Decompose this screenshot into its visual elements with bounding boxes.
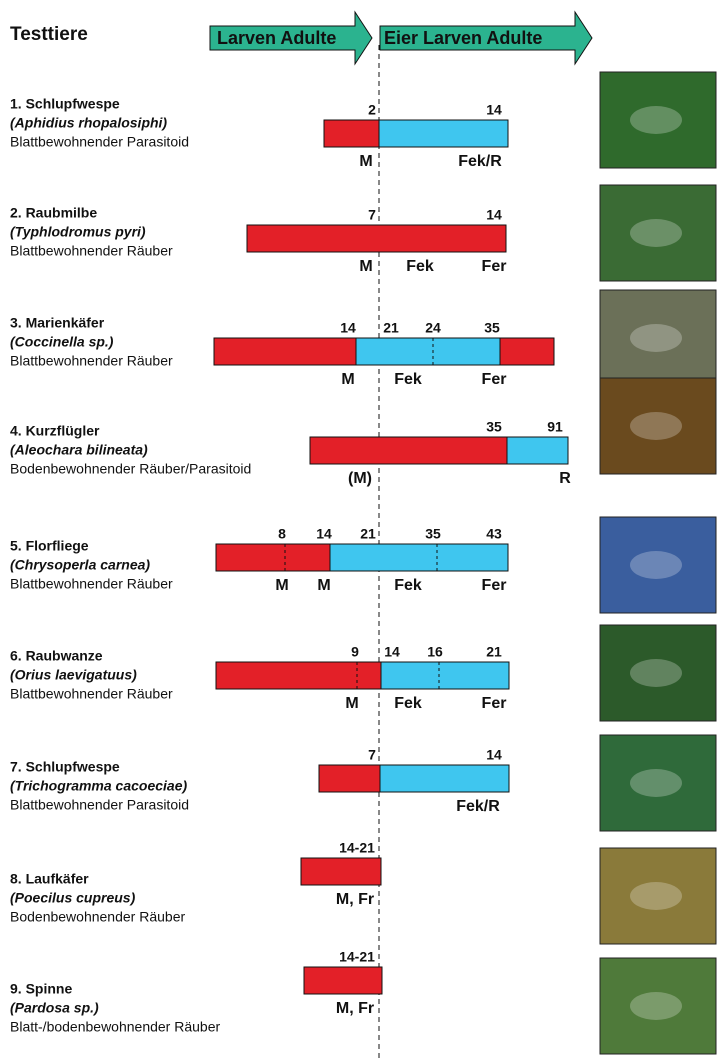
habitat: Blattbewohnender Parasitoid bbox=[10, 134, 189, 150]
animal-name: 7. Schlupfwespe bbox=[10, 759, 120, 775]
habitat: Blattbewohnender Räuber bbox=[10, 243, 173, 259]
animal-name: 5. Florfliege bbox=[10, 538, 89, 554]
habitat: Blatt-/bodenbewohnender Räuber bbox=[10, 1019, 220, 1035]
photo-subject bbox=[630, 324, 682, 352]
day-label: 14-21 bbox=[339, 840, 375, 856]
day-label: 14 bbox=[316, 526, 332, 542]
stage-bar bbox=[247, 225, 506, 252]
stage-bar bbox=[507, 437, 568, 464]
day-label: 14 bbox=[384, 644, 400, 660]
habitat: Bodenbewohnender Räuber/Parasitoid bbox=[10, 461, 251, 477]
day-label: 7 bbox=[368, 207, 376, 223]
arrow-left-label: Larven Adulte bbox=[217, 28, 336, 48]
stage-label: M bbox=[341, 371, 354, 388]
species: (Pardosa sp.) bbox=[10, 1000, 99, 1016]
day-label: 35 bbox=[486, 419, 502, 435]
stage-bar bbox=[379, 120, 508, 147]
animal-name: 9. Spinne bbox=[10, 981, 72, 997]
day-label: 9 bbox=[351, 644, 359, 660]
animal-name: 8. Laufkäfer bbox=[10, 871, 89, 887]
title: Testtiere bbox=[10, 24, 88, 45]
photo-subject bbox=[630, 106, 682, 134]
stage-label: M bbox=[359, 258, 372, 275]
stage-bar bbox=[214, 338, 356, 365]
day-label: 2 bbox=[368, 102, 376, 118]
stage-bar bbox=[324, 120, 379, 147]
stage-bar bbox=[301, 858, 381, 885]
photo-subject bbox=[630, 659, 682, 687]
day-label: 43 bbox=[486, 526, 502, 542]
stage-label: M bbox=[359, 153, 372, 170]
habitat: Blattbewohnender Räuber bbox=[10, 686, 173, 702]
stage-label: Fer bbox=[482, 258, 507, 275]
day-label: 35 bbox=[484, 320, 500, 336]
species: (Poecilus cupreus) bbox=[10, 890, 136, 906]
diagram: Testtiere Larven Adulte Eier Larven Adul… bbox=[0, 0, 718, 1059]
day-label: 14 bbox=[486, 102, 502, 118]
day-label: 24 bbox=[425, 320, 441, 336]
stage-bar bbox=[310, 437, 507, 464]
day-label: 14 bbox=[486, 747, 502, 763]
stage-bar bbox=[304, 967, 382, 994]
stage-label: Fek bbox=[406, 258, 434, 275]
stage-bar bbox=[381, 662, 509, 689]
day-label: 35 bbox=[425, 526, 441, 542]
animal-name: 1. Schlupfwespe bbox=[10, 96, 120, 112]
stage-label: M bbox=[275, 577, 288, 594]
habitat: Bodenbewohnender Räuber bbox=[10, 909, 185, 925]
species: (Typhlodromus pyri) bbox=[10, 224, 146, 240]
habitat: Blattbewohnender Räuber bbox=[10, 353, 173, 369]
habitat: Blattbewohnender Parasitoid bbox=[10, 797, 189, 813]
photo-subject bbox=[630, 769, 682, 797]
stage-bar bbox=[216, 544, 330, 571]
day-label: 16 bbox=[427, 644, 443, 660]
species: (Orius laevigatuus) bbox=[10, 667, 137, 683]
photo-subject bbox=[630, 551, 682, 579]
photo-subject bbox=[630, 219, 682, 247]
stage-label: Fek bbox=[394, 577, 422, 594]
day-label: 91 bbox=[547, 419, 563, 435]
animal-name: 6. Raubwanze bbox=[10, 648, 103, 664]
stage-label: Fek/R bbox=[458, 153, 502, 170]
habitat: Blattbewohnender Räuber bbox=[10, 576, 173, 592]
stage-bar bbox=[216, 662, 381, 689]
stage-label: Fer bbox=[482, 371, 507, 388]
day-label: 14-21 bbox=[339, 949, 375, 965]
stage-label: M bbox=[317, 577, 330, 594]
stage-label: Fer bbox=[482, 577, 507, 594]
stage-bar bbox=[356, 338, 500, 365]
animal-name: 2. Raubmilbe bbox=[10, 205, 97, 221]
stage-label: (M) bbox=[348, 470, 372, 487]
day-label: 21 bbox=[360, 526, 376, 542]
species: (Coccinella sp.) bbox=[10, 334, 114, 350]
animal-name: 4. Kurzflügler bbox=[10, 423, 100, 439]
day-label: 7 bbox=[368, 747, 376, 763]
species: (Trichogramma cacoeciae) bbox=[10, 778, 187, 794]
photo-subject bbox=[630, 882, 682, 910]
photo-subject bbox=[630, 412, 682, 440]
stage-label: Fek/R bbox=[456, 798, 500, 815]
day-label: 21 bbox=[486, 644, 502, 660]
stage-label: R bbox=[559, 470, 571, 487]
stage-bar bbox=[330, 544, 508, 571]
stage-label: Fek bbox=[394, 695, 422, 712]
stage-label: M, Fr bbox=[336, 1000, 374, 1017]
stage-bar bbox=[500, 338, 554, 365]
day-label: 8 bbox=[278, 526, 286, 542]
animal-name: 3. Marienkäfer bbox=[10, 315, 105, 331]
stage-bar bbox=[319, 765, 380, 792]
photo-subject bbox=[630, 992, 682, 1020]
stage-label: M, Fr bbox=[336, 891, 374, 908]
arrow-right-label: Eier Larven Adulte bbox=[384, 28, 542, 48]
day-label: 14 bbox=[340, 320, 356, 336]
stage-label: Fek bbox=[394, 371, 422, 388]
day-label: 14 bbox=[486, 207, 502, 223]
species: (Aphidius rhopalosiphi) bbox=[10, 115, 167, 131]
stage-label: Fer bbox=[482, 695, 507, 712]
day-label: 21 bbox=[383, 320, 399, 336]
species: (Chrysoperla carnea) bbox=[10, 557, 150, 573]
species: (Aleochara bilineata) bbox=[10, 442, 148, 458]
stage-bar bbox=[380, 765, 509, 792]
stage-label: M bbox=[345, 695, 358, 712]
